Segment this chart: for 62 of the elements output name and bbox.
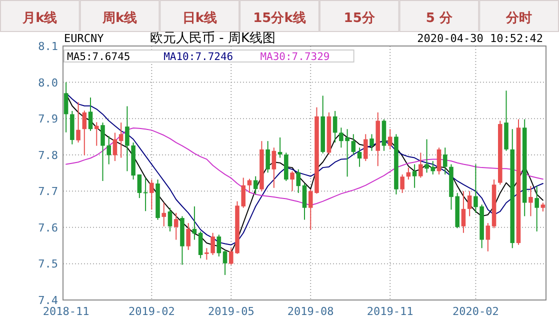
candlestick	[290, 170, 294, 192]
candlestick	[418, 152, 423, 178]
chart-title: 欧元人民币 - 周K线图	[150, 31, 276, 46]
y-tick-label: 7.7	[38, 185, 58, 198]
candlestick	[118, 122, 124, 158]
candlestick	[528, 186, 533, 217]
text: MA5:7.6745	[67, 51, 130, 63]
candlestick	[436, 147, 442, 175]
y-tick-label: 7.8	[38, 148, 58, 162]
candlestick	[186, 222, 190, 250]
candlestick	[278, 136, 282, 158]
candlestick	[174, 212, 178, 240]
x-tick-label: 2020-02	[452, 305, 499, 318]
candlestick	[370, 134, 374, 152]
candlestick	[272, 147, 276, 188]
candlestick	[168, 207, 172, 232]
candlestick	[222, 249, 228, 276]
candlestick	[64, 82, 68, 133]
y-tick-label: 8.0	[38, 76, 58, 90]
candlestick	[424, 138, 429, 174]
candlestick	[442, 147, 448, 175]
candlestick	[216, 234, 222, 257]
candlestick	[296, 168, 301, 194]
x-tick-label: 2018-11	[42, 305, 90, 318]
text: EURCNY	[64, 32, 104, 45]
candlestick	[137, 174, 142, 199]
x-tick-label: 2019-02	[128, 305, 175, 318]
candlestick	[94, 122, 99, 146]
y-tick-label: 8.1	[38, 40, 58, 53]
candlestick	[412, 164, 417, 188]
candlestick	[76, 102, 80, 144]
y-tick-label: 7.6	[38, 221, 58, 234]
candlestick	[247, 178, 252, 194]
candlestick	[302, 183, 307, 220]
x-tick-label: 2019-05	[208, 305, 254, 318]
text: MA10:7.7246	[164, 51, 234, 63]
candlestick	[198, 230, 203, 259]
candlestick	[162, 202, 166, 227]
candlestick	[332, 110, 338, 144]
candlestick	[112, 132, 118, 162]
candlestick	[400, 174, 404, 194]
y-tick-label: 7.4	[38, 294, 58, 307]
x-tick-label: 2019-08	[287, 305, 334, 318]
candlestick	[357, 147, 362, 168]
candlestick	[351, 134, 356, 155]
candlestick	[486, 222, 490, 252]
x-tick-label: 2019-11	[366, 305, 414, 318]
text: MA30:7.7329	[260, 51, 330, 63]
candlestick	[461, 190, 466, 234]
candlestick	[534, 186, 539, 232]
candlestick	[388, 128, 392, 150]
candlestick	[467, 190, 472, 217]
candlestick	[266, 140, 270, 174]
y-tick-label: 7.9	[38, 112, 58, 126]
candlestick	[88, 97, 93, 132]
candlestick	[143, 177, 148, 212]
candlestick	[82, 110, 87, 156]
candlestick	[253, 176, 258, 195]
text: 2020-04-30 10:52:42	[417, 32, 543, 45]
candlestick	[150, 179, 154, 210]
y-tick-label: 7.5	[38, 258, 58, 271]
candlestick	[364, 134, 368, 162]
